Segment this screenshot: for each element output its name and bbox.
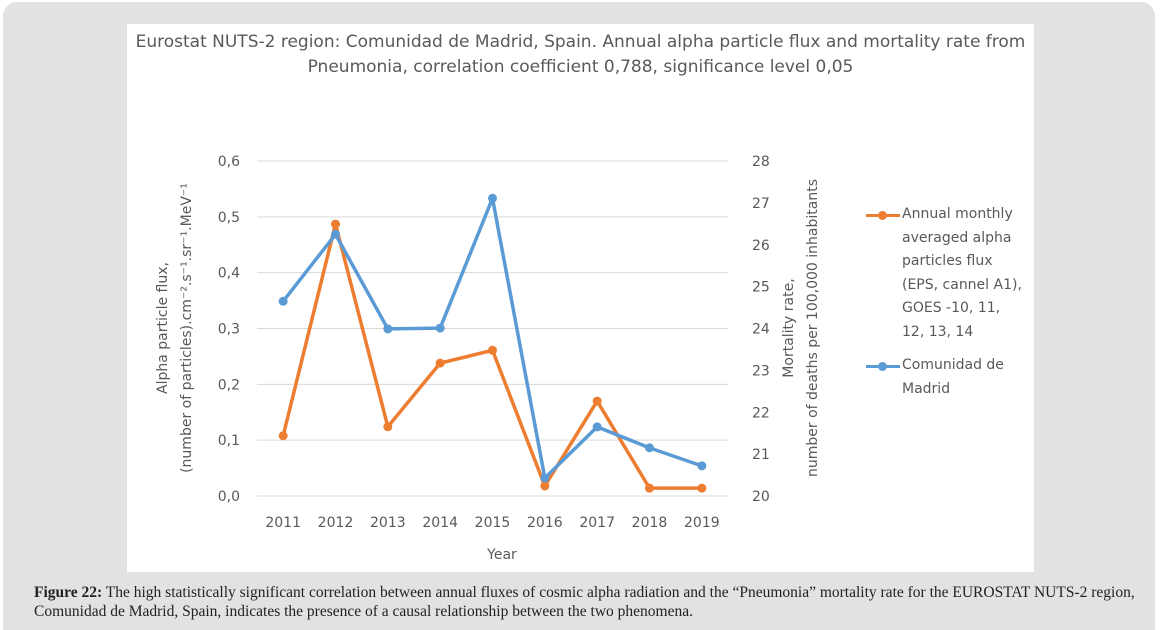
data-point — [383, 324, 393, 334]
right-tick-label: 23 — [752, 363, 770, 379]
left-axis-ticks: 0,0 0,1 0,2 0,3 0,4 0,5 0,6 — [218, 154, 240, 505]
series-line-alpha-flux — [281, 222, 702, 490]
x-tick-label: 2012 — [318, 515, 354, 531]
right-tick-label: 20 — [752, 489, 770, 505]
right-tick-label: 27 — [752, 196, 770, 212]
left-tick-label: 0,4 — [218, 266, 240, 282]
right-tick-label: 25 — [752, 280, 770, 296]
x-tick-label: 2018 — [632, 515, 668, 531]
data-point — [278, 296, 288, 306]
data-point — [645, 483, 654, 493]
right-axis-label-line1: Mortality rate, — [781, 278, 797, 377]
x-tick-label: 2015 — [475, 515, 511, 531]
data-point — [383, 422, 393, 432]
data-point — [278, 431, 288, 441]
data-point — [435, 323, 445, 333]
data-point — [592, 422, 602, 432]
right-tick-label: 21 — [752, 447, 770, 463]
data-point — [488, 345, 497, 355]
legend-label-line: (EPS, cannel A1), — [902, 276, 1022, 293]
x-tick-label: 2017 — [579, 515, 615, 531]
right-tick-label: 22 — [752, 405, 770, 421]
legend: Annual monthly averaged alpha particles … — [866, 203, 1036, 411]
x-tick-label: 2011 — [265, 515, 301, 531]
left-tick-label: 0,5 — [218, 210, 240, 226]
left-axis-label-line1: Alpha particle flux, — [155, 262, 171, 394]
legend-label-line: 12, 13, 14 — [902, 323, 974, 340]
data-point — [331, 229, 340, 239]
legend-swatch-orange — [866, 211, 900, 220]
x-tick-label: 2016 — [527, 515, 563, 531]
series-group — [278, 193, 707, 493]
right-tick-label: 26 — [752, 238, 770, 254]
legend-label-line: particles flux — [902, 253, 993, 269]
data-point — [697, 483, 707, 493]
legend-label-line: Madrid — [902, 380, 951, 397]
left-tick-label: 0,0 — [218, 489, 240, 505]
chart-title: Eurostat NUTS-2 region: Comunidad de Mad… — [135, 32, 1026, 77]
right-tick-label: 28 — [752, 154, 770, 170]
legend-item-alpha-flux: Annual monthly averaged alpha particles … — [866, 203, 1036, 344]
data-point — [435, 358, 445, 368]
data-point — [540, 481, 550, 491]
left-tick-label: 0,1 — [218, 433, 240, 449]
legend-item-madrid: Comunidad de Madrid — [866, 354, 1036, 401]
left-tick-label: 0,3 — [218, 322, 240, 338]
legend-swatch-blue — [866, 362, 900, 371]
left-tick-label: 0,6 — [218, 154, 240, 170]
x-tick-label: 2014 — [422, 515, 458, 531]
x-tick-label: 2013 — [370, 515, 406, 531]
series-line-madrid — [281, 196, 703, 480]
left-axis-label-line2: (number of particles).cm⁻².s⁻¹.sr⁻¹.MeV⁻… — [179, 183, 195, 473]
caption-label: Figure 22: — [34, 584, 103, 601]
right-tick-label: 24 — [752, 322, 770, 338]
chart-panel — [127, 24, 1034, 572]
data-point — [488, 193, 497, 203]
legend-label-line: Comunidad de — [902, 357, 1004, 373]
x-axis-ticks: 2011 2012 2013 2014 2015 2016 2017 2018 2019 — [265, 515, 719, 531]
left-tick-label: 0,2 — [218, 377, 240, 393]
data-point — [592, 396, 602, 406]
gridlines — [257, 160, 728, 497]
x-tick-label: 2019 — [684, 515, 720, 531]
legend-label-line: Annual monthly — [902, 206, 1013, 222]
x-axis-label: Year — [486, 547, 517, 563]
data-point — [331, 219, 340, 229]
caption-text: The high statistically significant corre… — [34, 584, 1135, 620]
right-axis-label-line2: number of deaths per 100,000 inhabitants — [805, 179, 821, 477]
legend-label-line: GOES -10, 11, — [902, 300, 1001, 316]
data-point — [645, 443, 654, 453]
data-point — [540, 473, 550, 483]
data-point — [697, 461, 707, 471]
right-axis-ticks: 20 21 22 23 24 25 26 27 28 — [752, 154, 770, 505]
legend-label-line: averaged alpha — [902, 229, 1012, 246]
figure-caption: Figure 22: The high statistically signif… — [34, 583, 1144, 621]
